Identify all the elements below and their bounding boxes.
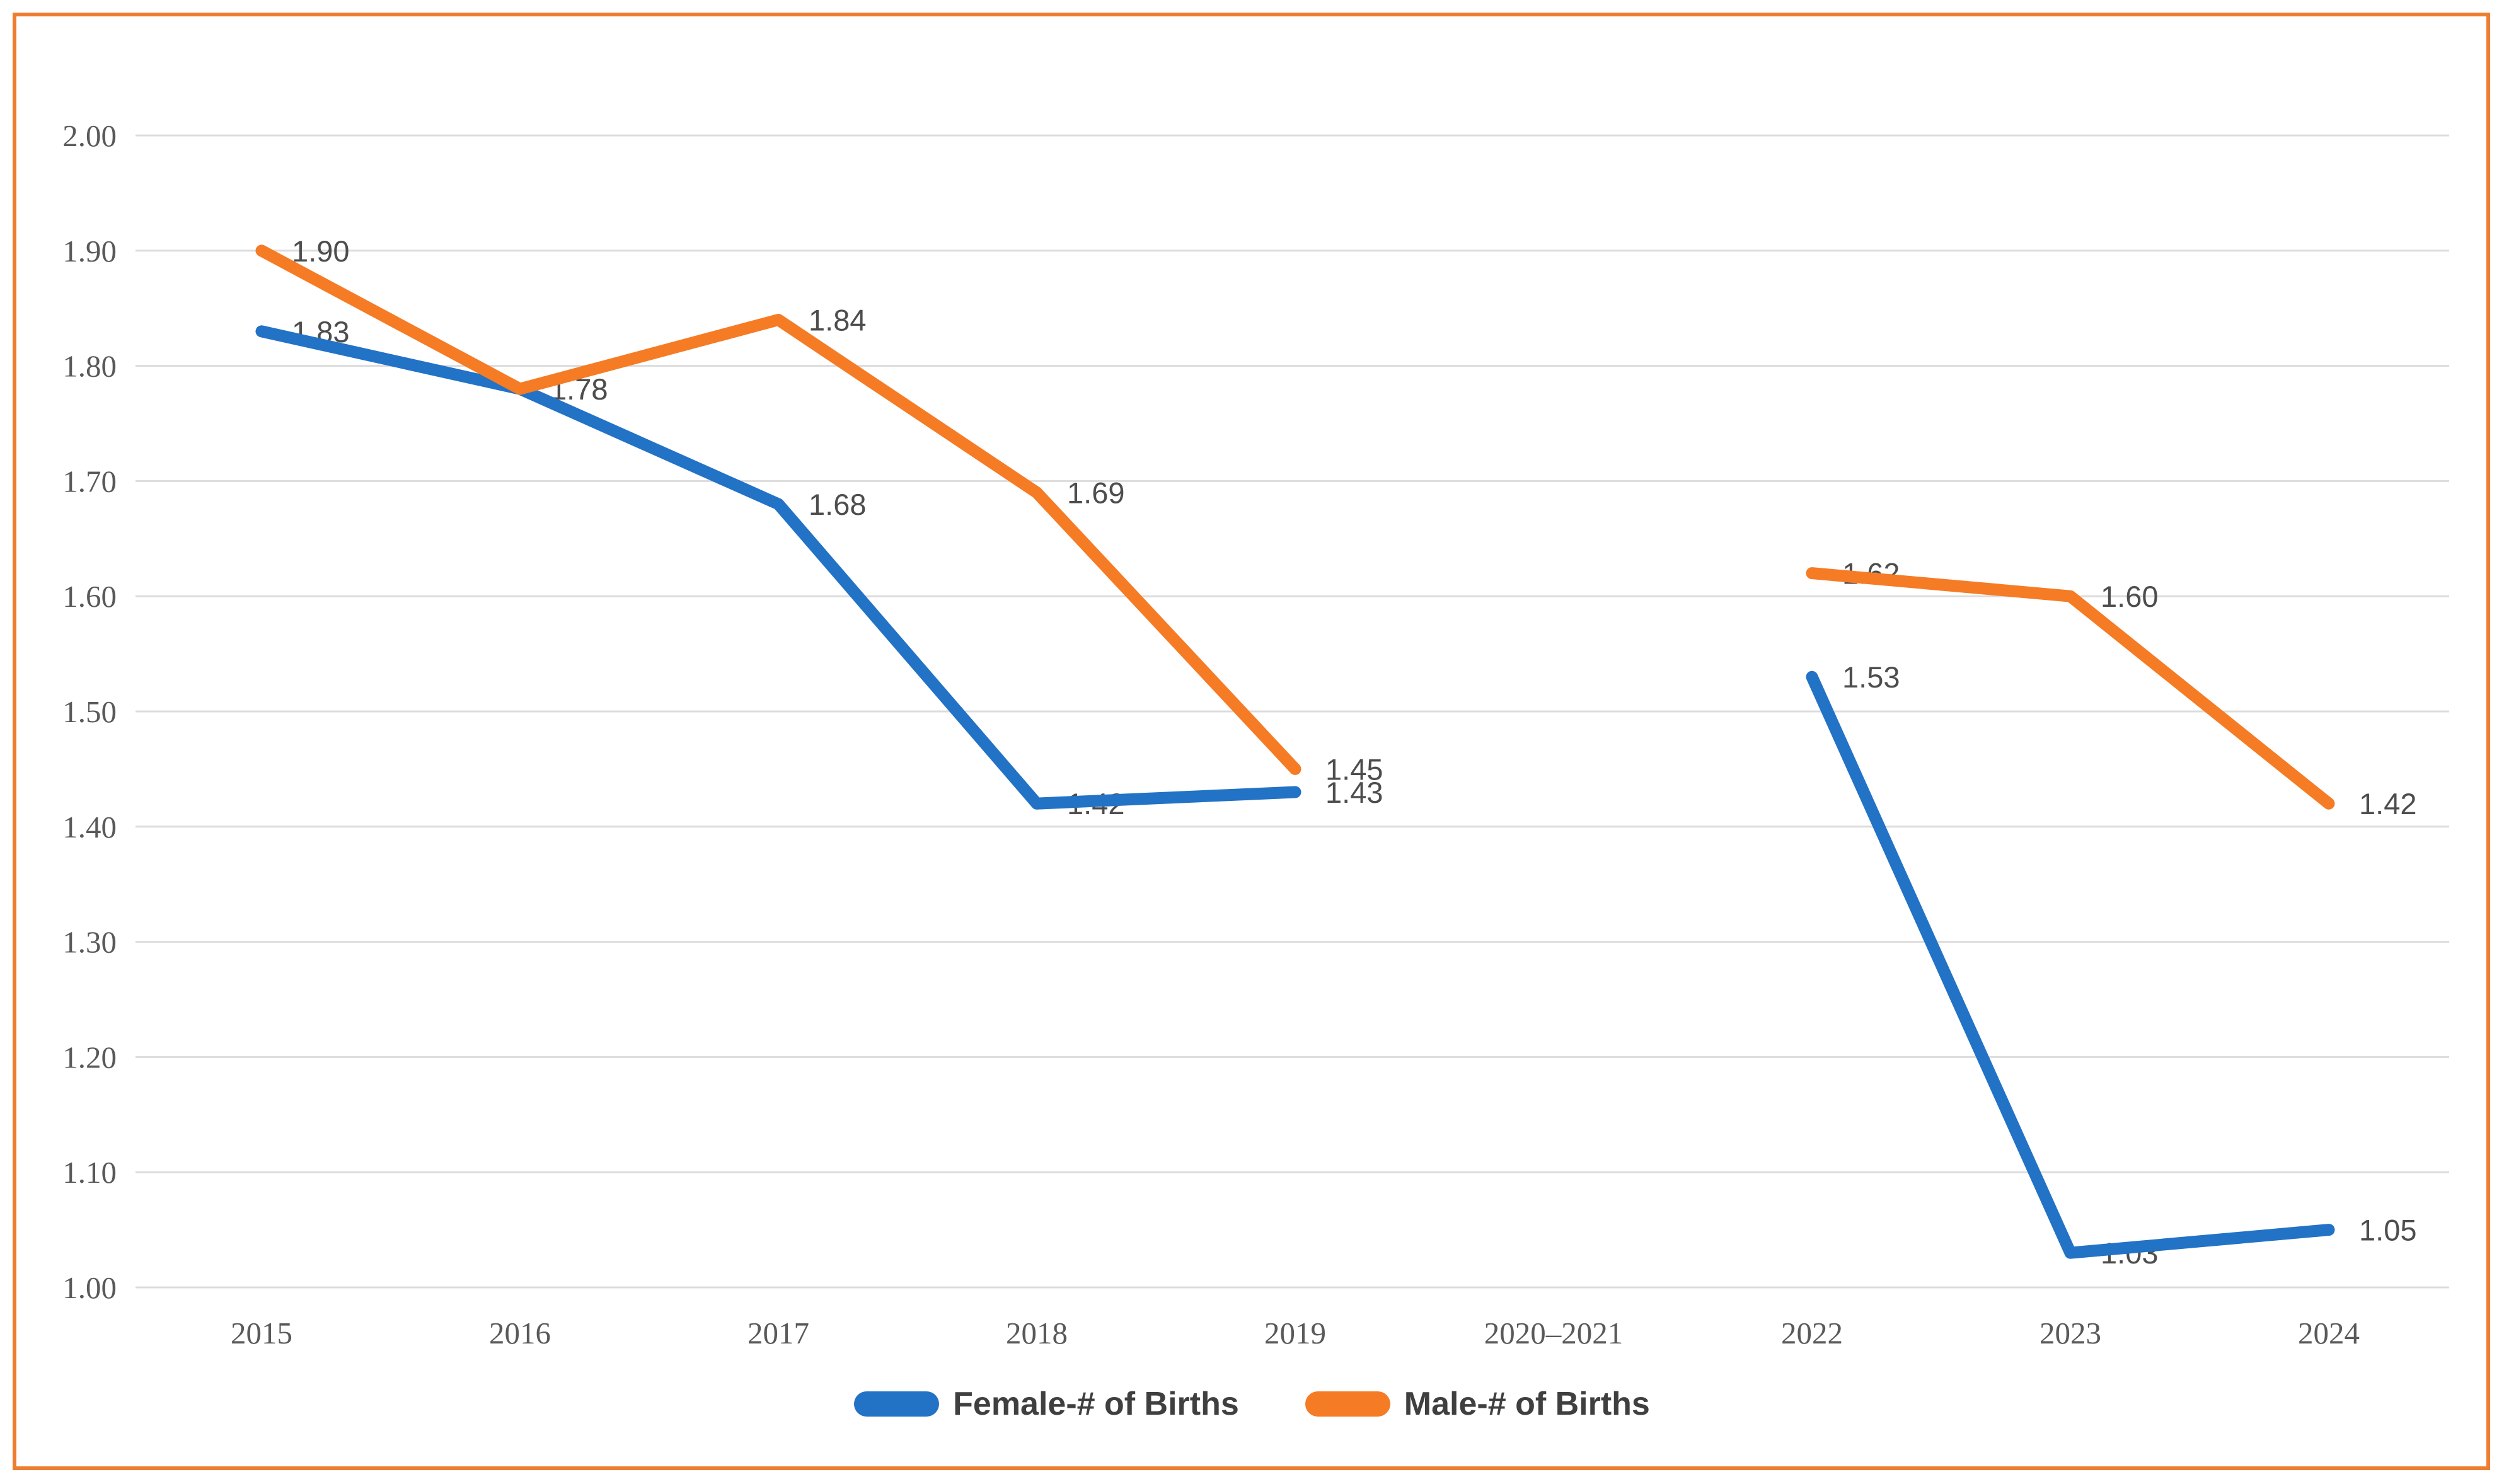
ytick-label-1.90: 1.90: [62, 234, 117, 268]
data-label-male-of-births-2015: 1.90: [292, 234, 349, 268]
data-label-female-of-births-2019: 1.43: [1325, 776, 1383, 809]
data-label-male-of-births-2019: 1.45: [1325, 752, 1383, 786]
ytick-label-1.80: 1.80: [62, 349, 117, 384]
series-line-male-of-births: [1806, 567, 2335, 810]
data-label-female-of-births-2022: 1.53: [1842, 660, 1900, 694]
series-line-male-of-births: [255, 244, 1301, 775]
xtick-label-2018: 2018: [1006, 1316, 1068, 1350]
data-label-female-of-births-2017: 1.68: [809, 488, 866, 521]
series-line-female-of-births: [1806, 670, 2335, 1259]
data-label-male-of-births-2024: 1.42: [2359, 787, 2416, 820]
ytick-label-1.60: 1.60: [62, 579, 117, 614]
ytick-label-1.10: 1.10: [62, 1155, 117, 1190]
xtick-label-2015: 2015: [231, 1316, 292, 1350]
ytick-label-1.00: 1.00: [62, 1270, 117, 1305]
data-label-female-of-births-2024: 1.05: [2359, 1214, 2416, 1247]
xtick-label-2022: 2022: [1781, 1316, 1843, 1350]
ytick-label-1.50: 1.50: [62, 694, 117, 729]
data-label-male-of-births-2018: 1.69: [1067, 476, 1124, 510]
xtick-label-2024: 2024: [2298, 1316, 2360, 1350]
data-label-male-of-births-2023: 1.60: [2101, 580, 2158, 613]
ytick-label-1.40: 1.40: [62, 810, 117, 844]
xtick-label-2016: 2016: [489, 1316, 551, 1350]
ytick-label-1.20: 1.20: [62, 1040, 117, 1074]
xtick-label-2020-2021: 2020–2021: [1484, 1316, 1624, 1350]
series-line-female-of-births: [255, 325, 1301, 810]
legend-swatch-female-icon: [854, 1391, 940, 1417]
legend-item-female: Female-# of Births: [854, 1385, 1239, 1423]
legend-label-female: Female-# of Births: [953, 1386, 1239, 1422]
chart-legend: Female-# of Births Male-# of Births: [0, 1385, 2504, 1423]
ytick-label-1.30: 1.30: [62, 925, 117, 960]
xtick-label-2023: 2023: [2040, 1316, 2101, 1350]
legend-swatch-male-icon: [1305, 1391, 1390, 1417]
ytick-label-1.70: 1.70: [62, 464, 117, 498]
legend-label-male: Male-# of Births: [1404, 1386, 1650, 1422]
xtick-label-2017: 2017: [747, 1316, 809, 1350]
ytick-label-2.00: 2.00: [62, 118, 117, 153]
chart-outer-border: [13, 13, 2490, 1470]
legend-item-male: Male-# of Births: [1305, 1385, 1650, 1423]
xtick-label-2019: 2019: [1264, 1316, 1326, 1350]
data-label-male-of-births-2017: 1.84: [809, 303, 866, 336]
